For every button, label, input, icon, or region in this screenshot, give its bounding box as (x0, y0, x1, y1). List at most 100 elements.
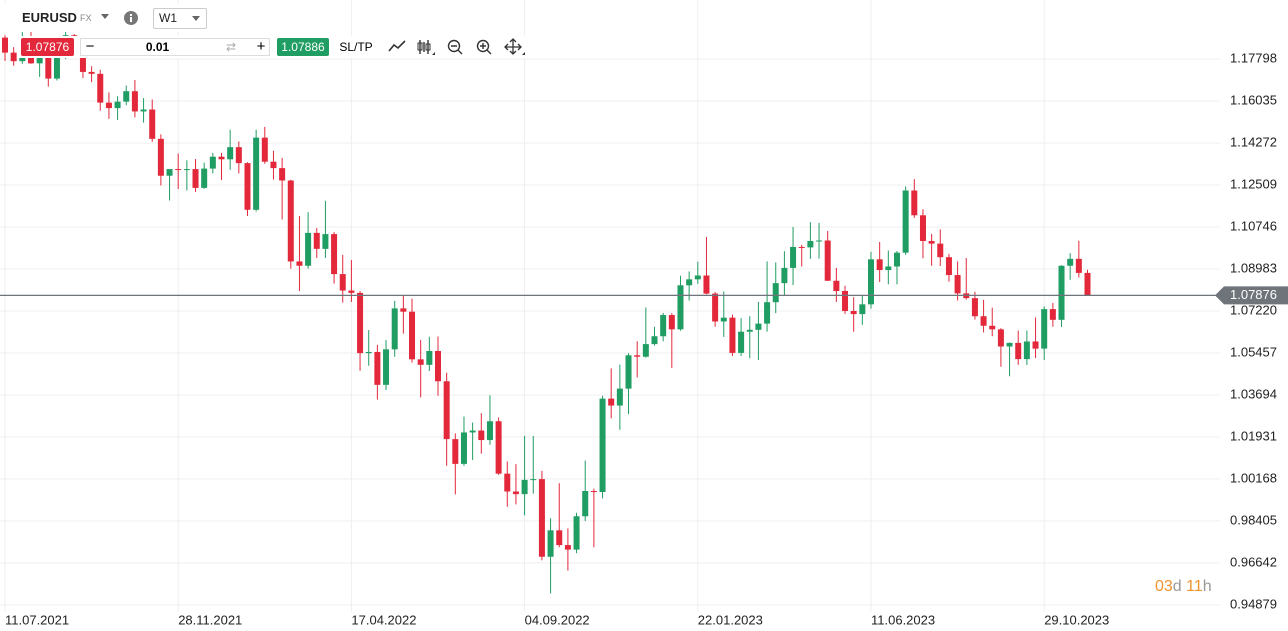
y-tick-label: 0.98405 (1230, 512, 1277, 527)
price-tag (1215, 286, 1288, 305)
candle-body (919, 215, 926, 241)
candle-body (36, 55, 43, 64)
candle-body (1075, 258, 1082, 273)
candle-body (971, 298, 978, 317)
candle-body (833, 280, 840, 291)
candle-body (97, 73, 104, 103)
candle-body (114, 101, 121, 109)
candle-body (452, 439, 459, 464)
candle-body (564, 545, 571, 550)
candle-body (980, 316, 987, 326)
candle-body (530, 479, 537, 481)
candle-body (556, 530, 563, 546)
candle-body (712, 293, 719, 322)
candle-body (599, 398, 606, 492)
candle-body (573, 516, 580, 550)
y-tick-label: 1.01931 (1230, 428, 1277, 443)
candle-body (10, 52, 17, 62)
candle-body (478, 430, 485, 441)
candle-body (824, 240, 831, 281)
candle-body (486, 421, 493, 441)
candle-body (287, 180, 294, 262)
candle-body (175, 169, 182, 171)
candle-tool[interactable] (417, 40, 435, 55)
y-tick-label: 0.94879 (1230, 596, 1277, 611)
zoom-in[interactable] (476, 39, 492, 55)
candle-body (365, 351, 372, 354)
candle-body (686, 279, 693, 286)
y-tick-label: 1.16035 (1230, 93, 1277, 108)
candle-body (253, 137, 260, 210)
volume-input[interactable] (80, 38, 270, 56)
candle-body (625, 355, 632, 389)
candle-body (140, 109, 147, 112)
candle-body (703, 275, 710, 294)
candle-body (893, 252, 900, 267)
buy-button[interactable]: 1.07886 (277, 38, 329, 56)
chart-tools (388, 38, 525, 55)
candle-body (157, 138, 164, 176)
candle-body (348, 290, 355, 293)
candle-body (755, 323, 762, 330)
candle-body (798, 246, 805, 248)
dropdown-caret (192, 16, 200, 21)
plus-button[interactable]: + (256, 38, 266, 55)
candle-body (105, 102, 112, 109)
candle-body (616, 388, 623, 406)
line-tool[interactable] (388, 40, 406, 52)
pan-tool[interactable] (504, 38, 525, 55)
candle-body (807, 240, 814, 248)
candle-body (945, 257, 952, 276)
candle-body (1015, 342, 1022, 360)
candle-body (738, 331, 745, 353)
y-tick-label: 1.14272 (1230, 135, 1277, 150)
candle-body (989, 325, 996, 330)
timeframe-select[interactable] (153, 8, 207, 29)
dropdown-caret[interactable] (100, 13, 110, 21)
candle-body (1006, 342, 1013, 347)
candle-body (88, 71, 95, 74)
candle-body (582, 491, 589, 517)
minus-button[interactable]: − (85, 38, 95, 55)
candle-body (166, 169, 173, 176)
candle-body (495, 421, 502, 474)
candle-body (781, 267, 788, 284)
countdown: 03d 11h (1155, 578, 1212, 596)
candle-body (209, 156, 216, 169)
candle-body (279, 168, 286, 181)
x-tick-label: 17.04.2022 (351, 612, 416, 627)
y-tick-label: 1.10746 (1230, 218, 1277, 233)
candle-body (928, 240, 935, 244)
candle-body (651, 336, 658, 345)
candle-body (1084, 272, 1091, 296)
candle-body (746, 329, 753, 332)
candle-body (339, 274, 346, 291)
candle-body (201, 168, 208, 188)
x-tick-label: 04.09.2022 (525, 612, 590, 627)
candle-body (694, 275, 701, 280)
candle-body (859, 304, 866, 315)
info-icon[interactable] (123, 10, 139, 26)
timeframe: W1 (159, 11, 177, 25)
candle-body (460, 432, 467, 464)
candle-body (322, 234, 329, 249)
candle-body (2, 37, 8, 53)
symbol[interactable]: EURUSD (22, 10, 77, 25)
zoom-out[interactable] (447, 39, 463, 55)
candle-body (997, 329, 1004, 347)
current-price-label: 1.07876 (1230, 287, 1277, 302)
x-tick-label: 22.01.2023 (698, 612, 763, 627)
candle-body (876, 259, 883, 271)
candle-body (590, 491, 597, 493)
candle-body (937, 243, 944, 258)
x-tick-label: 11.07.2021 (5, 612, 69, 627)
candle-body (547, 530, 554, 557)
candle-body (435, 351, 441, 382)
sell-button[interactable]: 1.07876 (21, 38, 74, 56)
y-tick-label: 0.96642 (1230, 554, 1277, 569)
candle-body (668, 315, 675, 330)
swap-icon[interactable]: ⇄ (225, 40, 237, 54)
sltp-button[interactable]: SL/TP (339, 40, 373, 54)
candle-body (443, 381, 450, 440)
